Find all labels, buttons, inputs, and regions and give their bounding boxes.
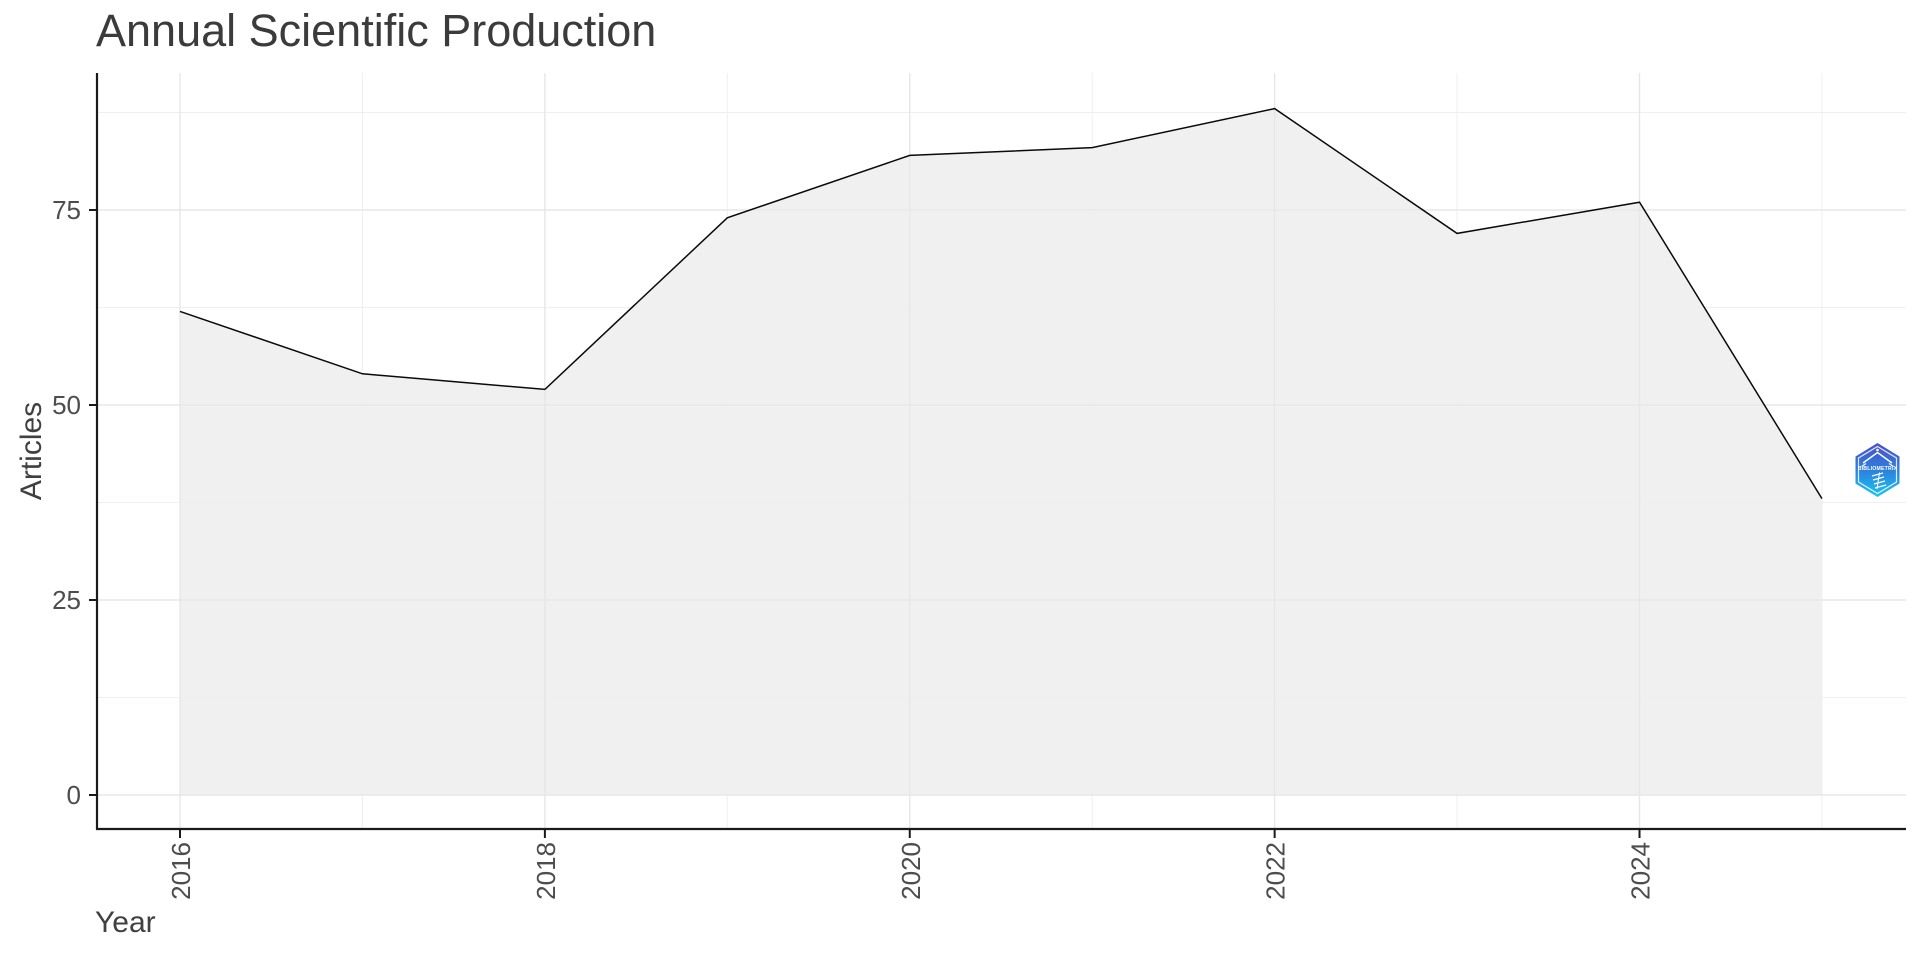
- y-tick-label: 0: [67, 780, 81, 810]
- chart-title: Annual Scientific Production: [96, 5, 657, 56]
- x-tick-label: 2024: [1626, 842, 1656, 900]
- bibliometrix-logo-icon: BIBLIOMETRIX: [1853, 442, 1902, 498]
- area-fill: [180, 108, 1822, 796]
- data-line: [179, 107, 1823, 499]
- x-axis-title: Year: [95, 906, 156, 939]
- y-tick-label: 50: [52, 390, 81, 420]
- logo-text: BIBLIOMETRIX: [1858, 466, 1898, 472]
- logo-lighthouse-lamp: [1876, 448, 1879, 452]
- logo-lighthouse-roof: [1862, 451, 1893, 464]
- logo-hexagon: [1855, 443, 1900, 497]
- y-tick-label: 75: [52, 195, 81, 225]
- x-tick-label: 2018: [531, 842, 561, 900]
- x-tick-label: 2022: [1261, 842, 1291, 900]
- logo-light-rays: [1861, 463, 1894, 467]
- y-axis-title: Articles: [15, 401, 48, 501]
- bibliometrix-logo-svg: BIBLIOMETRIX: [1855, 443, 1900, 497]
- x-tick-label: 2016: [166, 842, 196, 900]
- x-tick-label: 2020: [896, 842, 926, 900]
- y-tick-label: 25: [52, 585, 81, 615]
- logo-inner-border: [1857, 445, 1898, 495]
- logo-lighthouse-tower: [1876, 472, 1880, 490]
